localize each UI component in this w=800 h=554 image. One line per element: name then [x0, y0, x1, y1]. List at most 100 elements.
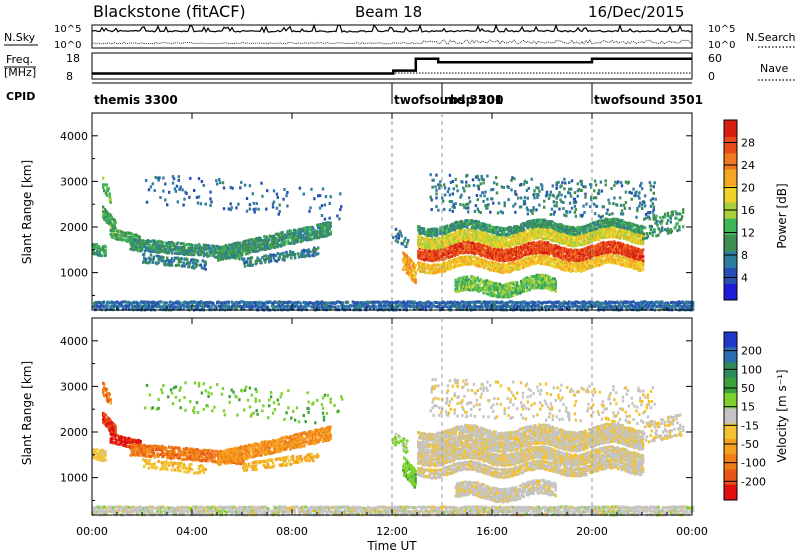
- noise-left-label: N.Sky: [4, 31, 36, 44]
- power-cell: [140, 245, 143, 249]
- power-cell: [268, 244, 271, 247]
- power-cell: [200, 180, 204, 183]
- power-cell: [399, 231, 402, 235]
- power-cell: [164, 198, 167, 202]
- power-cell: [146, 261, 150, 265]
- power-cell: [128, 231, 132, 235]
- freq-tick-top: 18: [66, 52, 80, 65]
- power-cell: [244, 252, 248, 256]
- power-cell: [108, 192, 111, 196]
- power-cell: [308, 209, 311, 213]
- cpid-mode-label: twofsound 3501: [394, 93, 503, 107]
- power-cell: [196, 250, 200, 254]
- power-cell: [217, 255, 220, 259]
- power-cell: [406, 241, 409, 245]
- power-cell: [158, 256, 161, 259]
- power-cell: [278, 210, 281, 213]
- power-cell: [195, 246, 199, 250]
- power-cell: [235, 206, 238, 210]
- power-cell: [170, 240, 174, 244]
- power-cell: [339, 208, 342, 212]
- power-cell: [168, 250, 171, 254]
- power-cell: [230, 206, 233, 210]
- power-cell: [466, 225, 469, 229]
- power-cell: [293, 238, 296, 242]
- power-cell: [250, 256, 254, 260]
- power-cell: [132, 241, 135, 244]
- power-cell: [293, 229, 297, 232]
- power-cell: [205, 251, 208, 255]
- power-cell: [318, 194, 322, 198]
- power-cell: [108, 195, 111, 199]
- power-cell: [192, 264, 195, 268]
- power-cell: [269, 259, 273, 263]
- power-cell: [245, 243, 249, 247]
- power-cell: [212, 254, 215, 258]
- power-cell: [155, 262, 158, 266]
- power-cell: [251, 263, 254, 267]
- power-cell: [175, 184, 179, 188]
- power-cell: [522, 227, 526, 231]
- power-cell: [146, 242, 150, 246]
- power-cell: [334, 305, 337, 309]
- power-cell: [297, 236, 301, 240]
- power-cell: [308, 254, 311, 258]
- power-cell: [171, 244, 175, 248]
- power-cell: [138, 235, 141, 239]
- power-cell: [294, 237, 298, 241]
- power-cell: [236, 255, 239, 259]
- power-cell: [107, 187, 110, 191]
- power-cell: [174, 248, 178, 252]
- power-cell: [340, 205, 343, 209]
- power-cell: [329, 230, 332, 234]
- power-cell: [136, 246, 139, 249]
- power-cell: [164, 247, 167, 251]
- power-cell: [271, 205, 275, 209]
- power-cell: [267, 240, 270, 244]
- power-cell: [106, 304, 109, 308]
- noise-traces: [91, 23, 693, 45]
- power-cell: [139, 239, 142, 243]
- power-cell: [276, 195, 279, 199]
- power-cell: [180, 257, 183, 261]
- noise-right-label: N.Search: [746, 31, 796, 44]
- power-cell: [283, 258, 286, 262]
- power-cell: [281, 231, 284, 234]
- power-cell: [248, 184, 252, 188]
- power-cell: [180, 248, 183, 252]
- power-cell: [272, 236, 276, 240]
- power-cell: [231, 243, 234, 247]
- power-cell: [92, 243, 95, 246]
- power-cell: [217, 246, 220, 250]
- power-cell: [262, 247, 265, 251]
- power-cell: [329, 221, 332, 225]
- power-cell: [336, 214, 339, 218]
- power-cell: [239, 186, 242, 190]
- power-cell: [152, 257, 155, 261]
- power-cell: [273, 241, 277, 245]
- power-cell: [104, 251, 107, 255]
- power-cell: [169, 259, 173, 263]
- noise-left-tick-bottom: 10^0: [54, 40, 81, 51]
- power-cell: [144, 261, 148, 265]
- power-cell: [401, 242, 404, 246]
- power-cell: [317, 252, 320, 256]
- power-cell: [245, 260, 249, 264]
- power-cell: [237, 202, 240, 206]
- power-cell: [298, 186, 302, 190]
- power-cell: [186, 258, 189, 262]
- power-cell: [95, 243, 99, 247]
- power-cell: [162, 189, 165, 193]
- power-cell: [206, 254, 209, 258]
- power-cell: [464, 229, 467, 233]
- power-cell: [172, 259, 176, 263]
- power-cell: [407, 239, 410, 242]
- power-cell: [110, 215, 114, 219]
- power-cell: [265, 254, 268, 258]
- power-cell: [151, 260, 154, 264]
- power-cell: [293, 252, 297, 256]
- power-cell: [337, 305, 340, 309]
- power-cell: [202, 183, 205, 187]
